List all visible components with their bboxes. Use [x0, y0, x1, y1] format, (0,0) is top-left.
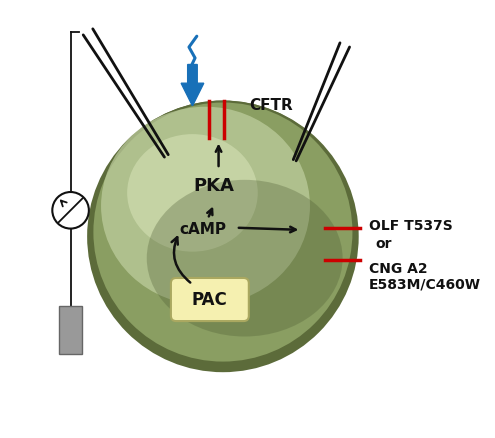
Ellipse shape	[93, 102, 353, 363]
Ellipse shape	[87, 101, 359, 372]
FancyArrowPatch shape	[172, 237, 190, 283]
FancyBboxPatch shape	[171, 278, 249, 321]
Ellipse shape	[127, 134, 258, 252]
Circle shape	[52, 192, 89, 229]
FancyBboxPatch shape	[59, 306, 82, 354]
Text: PAC: PAC	[192, 290, 228, 308]
Text: CNG A2
E583M/C460W: CNG A2 E583M/C460W	[369, 262, 481, 292]
Text: cAMP: cAMP	[180, 223, 227, 237]
Text: or: or	[375, 237, 392, 251]
Text: CFTR: CFTR	[249, 99, 293, 113]
FancyArrow shape	[181, 64, 204, 106]
Text: OLF T537S: OLF T537S	[369, 219, 452, 233]
Ellipse shape	[101, 107, 310, 305]
Ellipse shape	[147, 180, 343, 336]
Text: PKA: PKA	[194, 177, 235, 195]
